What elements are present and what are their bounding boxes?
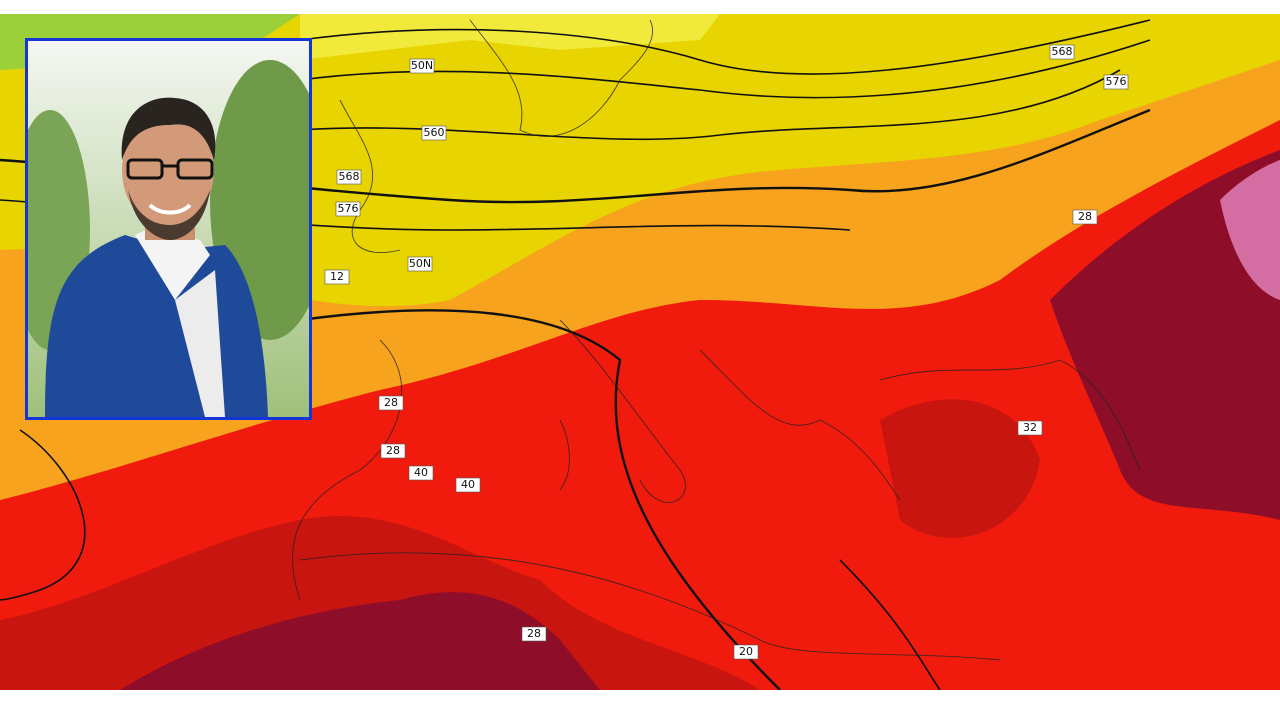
label-box xyxy=(1072,209,1098,225)
cool-area xyxy=(300,14,720,60)
portrait-inset xyxy=(25,38,312,420)
contour-label: 28 xyxy=(1078,210,1092,223)
contour-label: 40 xyxy=(461,478,475,491)
label-box xyxy=(407,256,433,272)
label-box xyxy=(324,269,350,285)
label-box xyxy=(733,644,759,660)
contour-labels: 568 576 560 568 576 50N 50N 12 28 28 40 40 32 28 20 28 xyxy=(324,44,1129,660)
contour-label: 50N xyxy=(411,59,433,72)
label-box xyxy=(335,201,361,217)
contour-label: 560 xyxy=(424,126,445,139)
label-box xyxy=(421,125,447,141)
record-area xyxy=(1220,160,1280,300)
extreme-area xyxy=(1050,150,1280,520)
label-box xyxy=(336,169,362,185)
label-box xyxy=(409,58,435,74)
label-box xyxy=(1049,44,1075,60)
contour-label: 568 xyxy=(1052,45,1073,58)
label-box xyxy=(1017,420,1043,436)
label-box xyxy=(380,443,406,459)
contour-label: 40 xyxy=(414,466,428,479)
contour-label: 32 xyxy=(1023,421,1037,434)
contour-label: 28 xyxy=(527,627,541,640)
portrait-photo xyxy=(28,41,309,417)
contour-label: 20 xyxy=(739,645,753,658)
contour-label: 28 xyxy=(386,444,400,457)
contour-label: 576 xyxy=(338,202,359,215)
contour-label: 28 xyxy=(384,396,398,409)
very-hot-area xyxy=(880,399,1040,538)
label-box xyxy=(408,465,434,481)
contour-label: 568 xyxy=(339,170,360,183)
contour-label: 576 xyxy=(1106,75,1127,88)
map-field: 568 576 560 568 576 50N 50N 12 28 28 40 40 32 28 20 28 xyxy=(0,14,1280,690)
label-box xyxy=(1103,74,1129,90)
label-box xyxy=(521,626,547,642)
contours xyxy=(0,19,1151,690)
coastlines xyxy=(292,19,1141,661)
contour-label: 12 xyxy=(330,270,344,283)
extreme-area xyxy=(120,592,600,690)
label-box xyxy=(455,477,481,493)
contour-label: 50N xyxy=(409,257,431,270)
label-box xyxy=(378,395,404,411)
